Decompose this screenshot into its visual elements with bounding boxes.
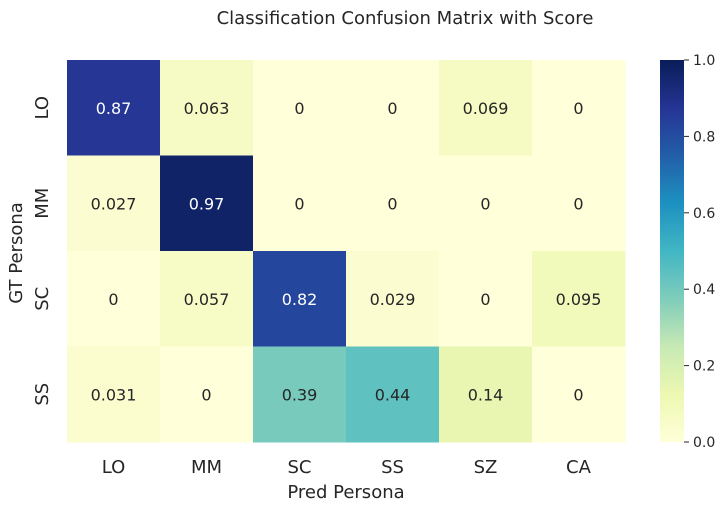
heatmap-cell-sc-ca: [532, 251, 626, 347]
cell-value-label: 0: [294, 194, 304, 213]
cell-value-label: 0.029: [370, 290, 416, 309]
x-tick-label: LO: [102, 457, 126, 478]
x-tick-label: MM: [191, 457, 222, 478]
heatmap-cell-sc-ss: [346, 251, 440, 347]
cell-value-label: 0.97: [189, 194, 225, 213]
cell-value-label: 0: [480, 194, 490, 213]
colorbar-ticks: 0.0 0.2 0.4 0.6 0.8 1.0: [684, 53, 715, 451]
cell-value-label: 0: [387, 99, 397, 118]
heatmap-cell-mm-sc: [253, 155, 347, 252]
cell-value-label: 0: [573, 99, 583, 118]
colorbar-tick-label: 1.0: [693, 53, 715, 69]
cell-value-label: 0.87: [96, 99, 132, 118]
x-tick-label: SS: [381, 457, 404, 478]
x-tick-label: CA: [566, 457, 592, 478]
cell-value-label: 0: [573, 194, 583, 213]
heatmap-cell-sc-mm: [160, 251, 254, 347]
colorbar-tick-label: 0.0: [693, 435, 715, 451]
heatmap-cell-lo-ss: [346, 60, 440, 156]
heatmap-cell-ss-mm: [160, 346, 254, 443]
heatmap-cell-ss-lo: [67, 346, 161, 443]
colorbar-tick-label: 0.2: [693, 359, 715, 375]
y-axis-label: GT Persona: [6, 202, 27, 304]
cell-value-label: 0: [294, 99, 304, 118]
heatmap-cell-lo-sz: [439, 60, 533, 156]
heatmap-cell-ss-sz: [439, 346, 533, 443]
cell-value-label: 0.39: [282, 385, 318, 404]
heatmap-cell-lo-sc: [253, 60, 347, 156]
cell-value-label: 0.82: [282, 290, 318, 309]
heatmap-cell-lo-lo: [67, 60, 161, 156]
heatmap-cell-mm-ss: [346, 155, 440, 252]
cell-value-label: 0.095: [556, 290, 602, 309]
y-tick-label: SS: [32, 383, 53, 406]
heatmap-cell-mm-lo: [67, 155, 161, 252]
x-tick-label: SZ: [474, 457, 498, 478]
colorbar: [660, 60, 684, 442]
x-tick-label: SC: [288, 457, 312, 478]
y-tick-label: SC: [32, 287, 53, 311]
y-tick-labels: LO MM SC SS: [32, 96, 53, 406]
cell-value-label: 0.44: [375, 385, 411, 404]
cell-value-label: 0: [573, 385, 583, 404]
colorbar-tick-label: 0.8: [693, 129, 715, 145]
cell-value-label: 0.063: [184, 99, 230, 118]
colorbar-tick-label: 0.4: [693, 282, 715, 298]
cell-value-label: 0.069: [463, 99, 509, 118]
x-axis-label: Pred Persona: [287, 482, 404, 503]
colorbar-tick-label: 0.6: [693, 206, 715, 222]
cell-value-label: 0.14: [468, 385, 504, 404]
heatmap-cell-ss-ca: [532, 346, 626, 443]
y-tick-label: MM: [32, 188, 53, 219]
heatmap-cell-mm-mm: [160, 155, 254, 252]
heatmap-cell-ss-ss: [346, 346, 440, 443]
heatmap-cell-lo-mm: [160, 60, 254, 156]
y-tick-label: LO: [32, 96, 53, 120]
cell-value-label: 0: [480, 290, 490, 309]
heatmap-cells: 0.87 0.063 0 0 0.069 0 0.027 0.97 0 0 0 0 0 0.057 0.82…: [67, 60, 626, 443]
heatmap-cell-sc-sc: [253, 251, 347, 347]
x-tick-labels: LO MM SC SS SZ CA: [102, 457, 592, 478]
chart-title: Classification Confusion Matrix with Sco…: [217, 8, 594, 29]
heatmap-cell-mm-sz: [439, 155, 533, 252]
cell-value-label: 0.031: [91, 385, 137, 404]
cell-value-label: 0: [387, 194, 397, 213]
heatmap-cell-sc-lo: [67, 251, 161, 347]
heatmap-cell-sc-sz: [439, 251, 533, 347]
cell-value-label: 0: [108, 290, 118, 309]
heatmap-cell-mm-ca: [532, 155, 626, 252]
cell-value-label: 0.027: [91, 194, 137, 213]
heatmap-cell-ss-sc: [253, 346, 347, 443]
heatmap-cell-lo-ca: [532, 60, 626, 156]
cell-value-label: 0: [201, 385, 211, 404]
cell-value-label: 0.057: [184, 290, 230, 309]
